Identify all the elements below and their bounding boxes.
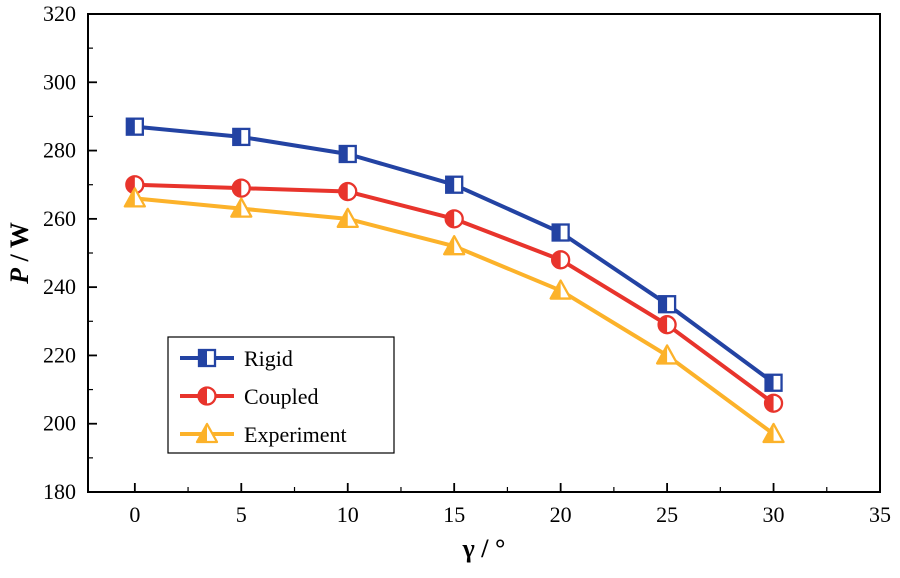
y-tick-label: 200	[43, 411, 76, 436]
x-tick-label: 20	[550, 502, 572, 527]
legend: Rigid Coupled Experiment	[167, 336, 395, 454]
square-marker-icon	[657, 295, 677, 314]
y-tick-label: 300	[43, 69, 76, 94]
square-marker-icon	[338, 144, 357, 164]
x-tick-label: 30	[763, 502, 785, 527]
x-axis-label: γ / °	[462, 534, 506, 563]
circle-marker-icon	[550, 250, 571, 270]
x-tick-label: 5	[236, 502, 247, 527]
circle-marker-icon	[197, 386, 217, 406]
square-marker-icon	[764, 373, 783, 392]
y-tick-label: 220	[43, 342, 76, 367]
x-tick-label: 15	[443, 502, 465, 527]
circle-marker-icon	[657, 315, 677, 335]
triangle-marker-icon	[336, 207, 359, 229]
triangle-marker-icon	[443, 235, 466, 256]
x-tick-label: 35	[869, 502, 891, 527]
y-tick-label: 320	[43, 1, 76, 26]
square-marker-icon	[551, 223, 570, 242]
y-tick-label: 280	[43, 138, 76, 163]
y-tick-label: 260	[43, 206, 76, 231]
circle-marker-icon	[763, 393, 784, 413]
legend-item-coupled: Coupled	[180, 384, 319, 409]
legend-item-experiment: Experiment	[180, 422, 347, 447]
x-tick-label: 25	[656, 502, 678, 527]
triangle-marker-icon	[123, 187, 146, 208]
circle-marker-icon	[338, 181, 358, 202]
series-coupled	[125, 175, 784, 413]
x-tick-label: 10	[337, 502, 359, 527]
square-marker-icon	[197, 348, 217, 368]
series-experiment	[123, 187, 785, 444]
circle-marker-icon	[231, 178, 251, 198]
circle-marker-icon	[444, 209, 464, 229]
series-rigid	[125, 117, 783, 392]
square-marker-icon	[445, 175, 464, 194]
y-tick-label: 180	[43, 479, 76, 504]
square-marker-icon	[232, 127, 251, 147]
triangle-marker-icon	[195, 422, 219, 444]
legend-label: Experiment	[244, 422, 347, 447]
triangle-marker-icon	[655, 344, 679, 365]
x-tick-label: 0	[129, 502, 140, 527]
triangle-marker-icon	[549, 279, 572, 300]
axis-ticks: 0 5 10 15 20 25 30 35 180 200 220 240 260 280 300 320	[43, 1, 891, 527]
y-axis-label: P / W	[5, 222, 34, 285]
legend-label: Rigid	[244, 346, 293, 371]
triangle-marker-icon	[230, 197, 253, 218]
square-marker-icon	[125, 117, 144, 136]
legend-label: Coupled	[244, 384, 319, 409]
triangle-marker-icon	[762, 422, 785, 444]
legend-item-rigid: Rigid	[180, 346, 293, 371]
y-tick-label: 240	[43, 274, 76, 299]
circle-marker-icon	[125, 175, 145, 195]
